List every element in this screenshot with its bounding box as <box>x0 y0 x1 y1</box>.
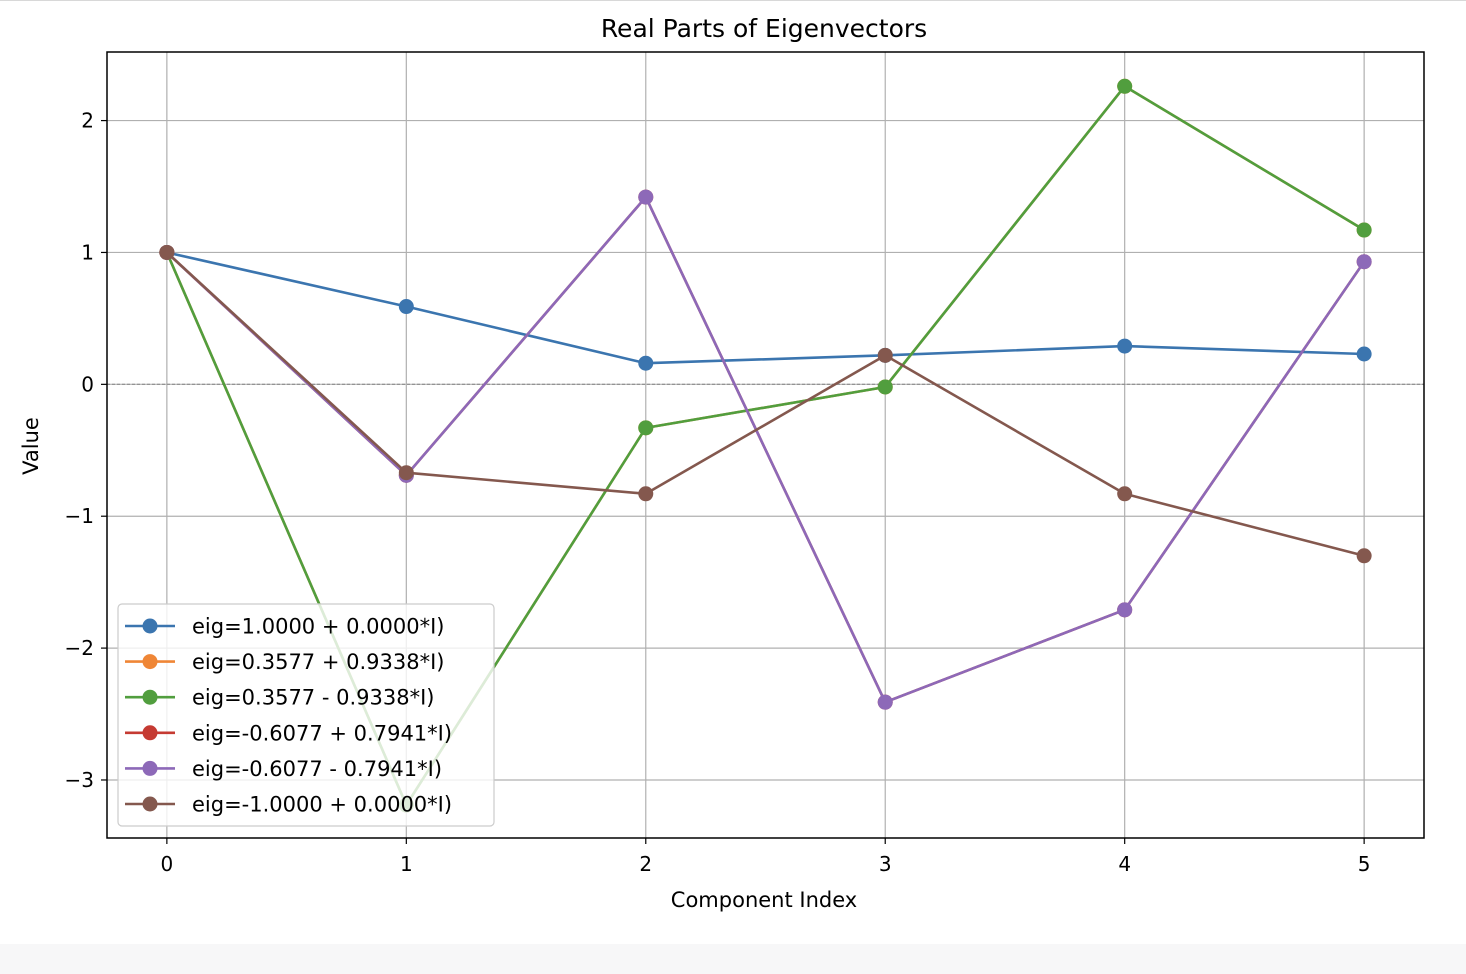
data-point <box>1117 486 1133 502</box>
data-point <box>877 379 893 395</box>
x-tick-label: 4 <box>1118 852 1131 876</box>
legend-swatch-marker <box>142 654 158 670</box>
legend-label: eig=0.3577 + 0.9338*I) <box>192 650 444 674</box>
chart-title: Real Parts of Eigenvectors <box>601 14 927 43</box>
legend-swatch-marker <box>142 760 158 776</box>
legend-items: eig=1.0000 + 0.0000*I) eig=0.3577 + 0.933… <box>125 615 452 817</box>
data-point <box>159 244 175 260</box>
x-tick-label: 2 <box>639 852 652 876</box>
x-tick-label: 5 <box>1358 852 1371 876</box>
x-tick-label: 0 <box>160 852 173 876</box>
series-line <box>165 195 1366 704</box>
series-0 <box>159 244 1372 371</box>
legend-label: eig=1.0000 + 0.0000*I) <box>192 615 444 639</box>
series-lines <box>159 78 1372 813</box>
data-point <box>1356 254 1372 270</box>
y-tick-label: 0 <box>81 372 94 396</box>
series-line <box>166 251 1365 365</box>
legend-entry: eig=0.3577 + 0.9338*I) <box>125 650 444 674</box>
data-point <box>638 486 654 502</box>
bottom-band <box>0 944 1466 974</box>
data-point <box>398 465 414 481</box>
data-point <box>877 347 893 363</box>
data-point <box>638 420 654 436</box>
legend-entry: eig=-1.0000 + 0.0000*I) <box>125 793 452 817</box>
y-tick-label: −1 <box>65 504 94 528</box>
y-tick-label: −2 <box>65 636 94 660</box>
data-point <box>1117 602 1133 618</box>
data-point <box>1117 78 1133 94</box>
legend-swatch-marker <box>142 725 158 741</box>
y-tick-label: 2 <box>81 109 94 133</box>
legend-swatch-marker <box>142 618 158 634</box>
legend-entry: eig=-0.6077 - 0.7941*I) <box>125 757 442 781</box>
legend-entry: eig=1.0000 + 0.0000*I) <box>125 615 444 639</box>
top-divider <box>0 0 1466 1</box>
eigenvector-line-chart: 0 1 2 3 4 5 −3 −2 −1 0 1 2 Real Parts of Eigenvect… <box>19 14 1425 912</box>
x-tick-label: 3 <box>879 852 892 876</box>
plot-frame <box>106 51 1425 839</box>
data-point <box>1356 548 1372 564</box>
legend-box <box>117 603 495 827</box>
y-axis-label: Value <box>19 417 43 475</box>
legend-swatch-marker <box>142 796 158 812</box>
series-5 <box>159 244 1372 564</box>
y-tick-label: −3 <box>65 768 94 792</box>
legend-entry: eig=-0.6077 + 0.7941*I) <box>125 721 452 745</box>
data-point <box>638 355 654 371</box>
legend-label: eig=-0.6077 + 0.7941*I) <box>192 721 452 745</box>
legend: eig=1.0000 + 0.0000*I) eig=0.3577 + 0.933… <box>117 603 495 827</box>
legend-label: eig=0.3577 - 0.9338*I) <box>192 686 434 710</box>
y-axis-ticks: −3 −2 −1 0 1 2 <box>65 109 107 792</box>
series-line <box>165 251 1365 558</box>
legend-entry: eig=0.3577 - 0.9338*I) <box>125 686 434 710</box>
x-tick-label: 1 <box>400 852 413 876</box>
data-point <box>398 299 414 315</box>
data-point <box>1356 346 1372 362</box>
data-point <box>1356 222 1372 238</box>
y-tick-label: 1 <box>81 240 94 264</box>
legend-label: eig=-0.6077 - 0.7941*I) <box>192 757 442 781</box>
legend-label: eig=-1.0000 + 0.0000*I) <box>192 793 452 817</box>
data-point <box>638 189 654 205</box>
data-point <box>877 694 893 710</box>
legend-swatch-marker <box>142 689 158 705</box>
data-point <box>1117 338 1133 354</box>
x-axis-ticks: 0 1 2 3 4 5 <box>160 838 1371 876</box>
x-axis-label: Component Index <box>671 888 857 912</box>
